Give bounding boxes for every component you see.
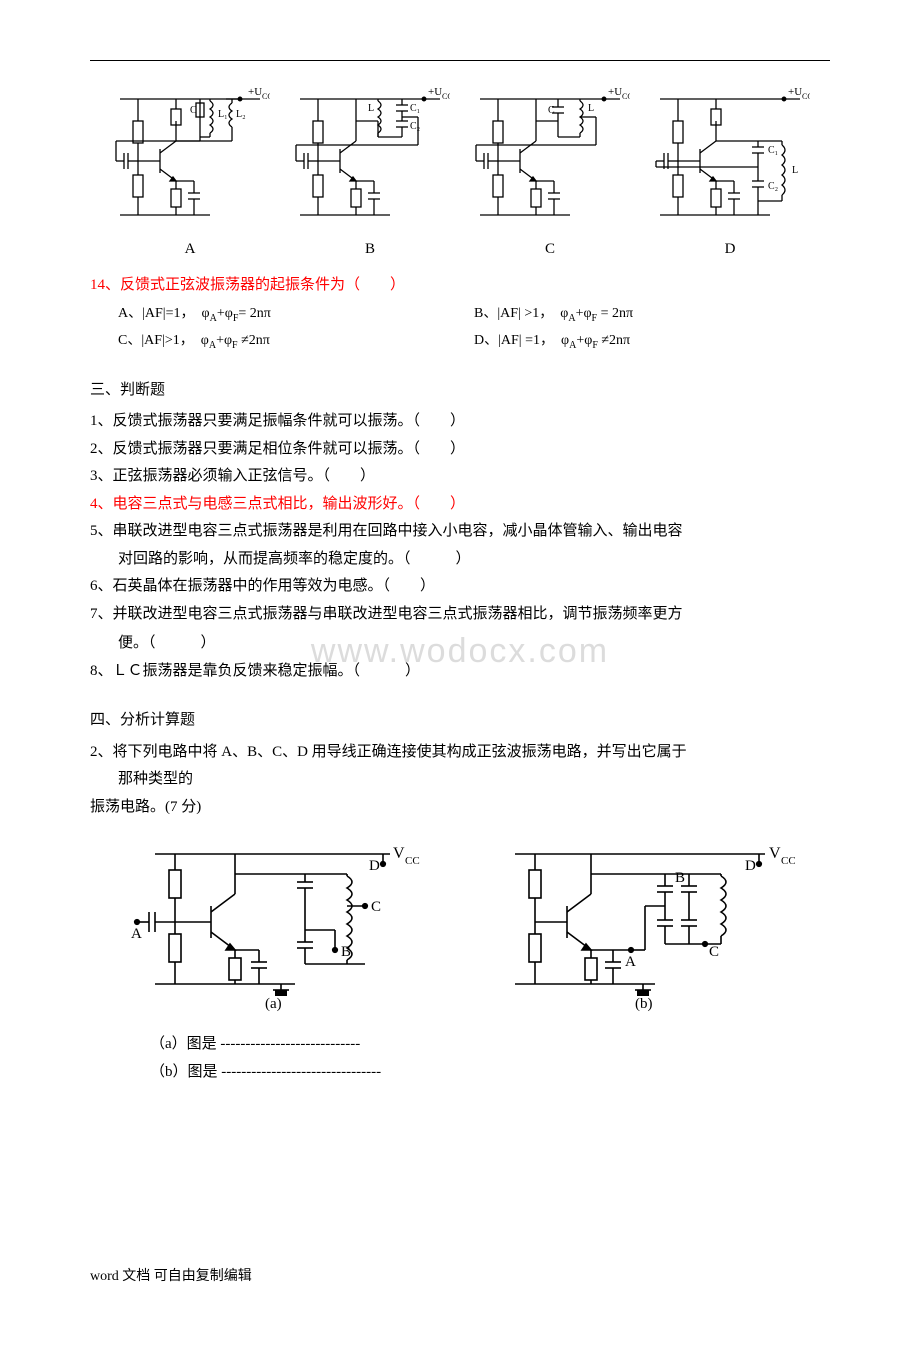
label-a: A [100,237,280,263]
circuit-a: +U CC [100,81,280,231]
circuit-b-svg: +U CC [290,81,450,231]
circuit-a-svg: +U CC [110,81,270,231]
tf-6: 6、石英晶体在振荡器中的作用等效为电感。（ ） [90,574,830,600]
svg-text:D: D [369,858,380,874]
top-rule [90,60,830,61]
svg-text:D: D [745,858,756,874]
svg-text:V: V [393,845,405,862]
tf-title: 三、判断题 [90,378,830,404]
svg-text:V: V [769,845,781,862]
q14-stem: 14、反馈式正弦波振荡器的起振条件为（ ） [90,273,830,299]
sub-b-label: (b) [635,996,653,1012]
q14-opt-b: B、|AF| >1， φA+φF = 2nπ [474,302,830,327]
svg-text:CC: CC [262,92,270,101]
tf-5b: 对回路的影响，从而提高频率的稳定度的。（ ） [90,547,830,573]
svg-text:+U: +U [248,86,262,98]
svg-text:C: C [190,105,197,116]
svg-text:L₂: L₂ [236,109,246,120]
svg-text:A: A [131,926,142,942]
circuit-c-svg: +U CC [470,81,630,231]
tf-3: 3、正弦振荡器必须输入正弦信号。（ ） [90,464,830,490]
circuit-c: +U CC [460,81,640,231]
analysis-circuits: V CC D A [90,834,830,1014]
svg-text:CC: CC [405,855,420,867]
q14-opt-d: D、|AF| =1， φA+φF ≠2nπ [474,329,830,354]
svg-text:L: L [792,165,798,176]
svg-text:L: L [588,103,594,114]
svg-text:CC: CC [781,855,795,867]
svg-text:+U: +U [608,86,622,98]
analysis-b-svg: V CC D A [495,834,795,1014]
analysis-a-svg: V CC D A [125,834,425,1014]
tf-4: 4、电容三点式与电感三点式相比，输出波形好。（ ） [90,492,830,518]
circuit-b: +U CC [280,81,460,231]
footer: word 文档 可自由复制编辑 [90,1265,830,1289]
svg-text:C: C [371,899,381,915]
svg-text:CC: CC [442,92,450,101]
svg-text:C₁: C₁ [768,145,778,156]
svg-text:C₂: C₂ [768,181,778,192]
circuit-d: +U CC C₁ [640,81,820,231]
ans-b: （b）图是 -------------------------------- [90,1060,830,1086]
label-c: C [460,237,640,263]
tf-2: 2、反馈式振荡器只要满足相位条件就可以振荡。（ ） [90,437,830,463]
analysis-title: 四、分析计算题 [90,708,830,734]
tf-5: 5、串联改进型电容三点式振荡器是利用在回路中接入小电容，减小晶体管输入、输出电容 [90,519,830,545]
tf-7: 7、并联改进型电容三点式振荡器与串联改进型电容三点式振荡器相比，调节振荡频率更方 [90,602,830,628]
analysis-stem3: 振荡电路。(7 分) [90,795,830,821]
svg-text:L: L [368,103,374,114]
label-d: D [640,237,820,263]
label-b: B [280,237,460,263]
analysis-stem2: 那种类型的 [90,767,830,793]
svg-text:B: B [675,870,685,886]
svg-text:C: C [548,105,555,116]
svg-text:C₁: C₁ [410,103,420,114]
circuit-row: +U CC [90,81,830,231]
tf-1: 1、反馈式振荡器只要满足振幅条件就可以振荡。（ ） [90,409,830,435]
svg-text:+U: +U [428,86,442,98]
analysis-stem: 2、将下列电路中将 A、B、C、D 用导线正确连接使其构成正弦波振荡电路，并写出… [90,740,830,766]
svg-text:CC: CC [802,92,810,101]
svg-text:+U: +U [788,86,802,98]
q14-opt-c: C、|AF|>1， φA+φF ≠2nπ [118,329,474,354]
svg-text:B: B [341,944,351,960]
circuit-d-svg: +U CC C₁ [650,81,810,231]
q14-opt-a: A、|AF|=1， φA+φF= 2nπ [118,302,474,327]
circuit-label-row: A B C D [90,237,830,263]
sub-a-label: (a) [265,996,282,1012]
svg-text:L₁: L₁ [218,109,228,120]
svg-text:A: A [625,954,636,970]
ans-a: （a）图是 ---------------------------- [90,1032,830,1058]
svg-text:C: C [709,944,719,960]
svg-text:CC: CC [622,92,630,101]
